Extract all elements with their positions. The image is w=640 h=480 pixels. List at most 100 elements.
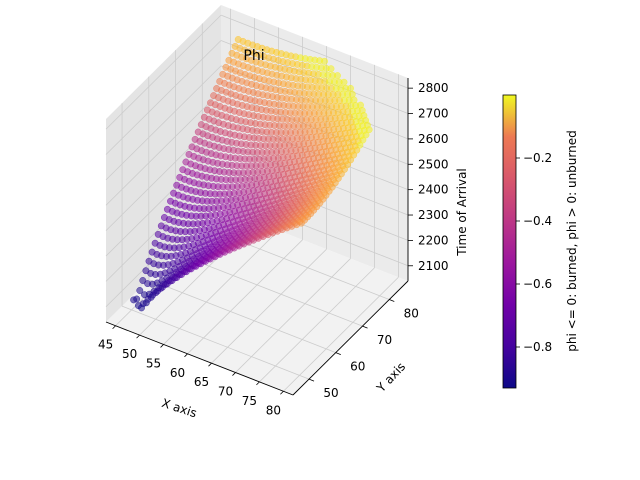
gridline [283, 276, 399, 392]
scatter-point [148, 280, 156, 288]
x-tick-label: 55 [146, 357, 161, 371]
scatter-point [208, 197, 216, 205]
y-tick-label: 60 [350, 360, 365, 374]
tick-mark [184, 353, 188, 358]
scatter-point [266, 142, 274, 150]
scatter-points [130, 36, 373, 312]
scatter-point [232, 176, 240, 184]
gridline [235, 258, 351, 373]
y-axis-label: Y axis [373, 360, 408, 396]
gridline [105, 40, 222, 155]
z-tick-label: 2700 [418, 107, 449, 121]
scatter-point [216, 190, 224, 198]
scatter-point [334, 72, 341, 80]
y-axis-line [292, 280, 409, 396]
y-tick-label: 70 [377, 333, 392, 347]
colorbar-tick-label: −0.4 [523, 214, 552, 228]
scatter-point [141, 291, 148, 299]
y-tick-label: 80 [404, 307, 419, 321]
x-axis-label: X axis [160, 396, 199, 420]
z-tick-label: 2200 [418, 233, 449, 247]
scatter-point [136, 287, 144, 294]
scatter-point [197, 212, 205, 220]
scatter-point [321, 97, 329, 105]
gridline [105, 14, 222, 130]
scatter-point [306, 109, 313, 117]
scatter-point [181, 228, 189, 236]
gridline [148, 279, 336, 353]
tick-mark [232, 372, 236, 376]
axes-lines [105, 78, 413, 396]
z-tick-label: 2400 [418, 183, 449, 197]
x-axis-line [105, 321, 294, 396]
z-tick-label: 2500 [418, 157, 449, 171]
tick-mark [362, 325, 368, 329]
tick-mark [160, 344, 164, 348]
colorbar-tick-label: −0.6 [523, 277, 552, 291]
x-tick-label: 45 [98, 338, 113, 352]
scatter-point [178, 236, 186, 244]
x-tick-label: 60 [170, 366, 185, 380]
pane-left [106, 5, 221, 322]
scatter-point [139, 277, 147, 284]
scatter-point [235, 169, 243, 177]
x-tick-label: 80 [266, 403, 281, 417]
scatter-point [337, 84, 345, 92]
chart-title: Phi [243, 48, 264, 64]
x-tick-label: 75 [242, 394, 257, 408]
x-tick-label: 65 [194, 375, 209, 389]
x-tick-label: 50 [122, 347, 137, 361]
tick-mark [112, 325, 116, 330]
scatter-point [159, 261, 167, 269]
scatter-point [321, 57, 328, 65]
colorbar-label: phi <= 0: burned, phi > 0: unburned [565, 130, 579, 351]
gridline [259, 267, 375, 383]
colorbar-tick-label: −0.2 [523, 151, 552, 165]
scatter-point [329, 91, 337, 98]
scatter-point [189, 220, 197, 228]
colorbar: −0.8 −0.6 −0.4 −0.2 phi <= 0: burned, phi >… [502, 94, 579, 389]
scatter-point [138, 304, 145, 312]
tick-labels: 45 50 55 60 65 70 75 80 50 60 70 80 2100 2200 2300 2400… [98, 81, 449, 417]
gridline [121, 305, 310, 380]
tick-mark [256, 381, 260, 386]
scatter-point [290, 122, 298, 130]
scatter-point [282, 129, 290, 137]
gridline [105, 90, 222, 206]
colorbar-tick-label: −0.8 [523, 340, 552, 354]
scatter-point [298, 116, 306, 124]
z-tick-label: 2100 [418, 259, 449, 273]
colorbar-gradient [502, 94, 517, 389]
scatter-point [162, 252, 170, 260]
z-tick-label: 2300 [418, 208, 449, 222]
tick-mark [136, 334, 140, 339]
scatter-point [243, 162, 250, 170]
gridline [175, 252, 363, 327]
tick-mark [389, 299, 395, 302]
y-tick-label: 50 [323, 386, 338, 400]
scatter-point [130, 296, 138, 304]
colorbar-ticks: −0.8 −0.6 −0.4 −0.2 [516, 151, 552, 354]
gridline [220, 14, 409, 89]
gridline [187, 239, 303, 355]
scatter-point [327, 65, 335, 73]
scatter-point [250, 155, 258, 163]
scatter-point [274, 135, 282, 143]
scatter-point [258, 148, 266, 156]
x-tick-label: 70 [218, 385, 233, 399]
tick-mark [208, 362, 212, 367]
tick-mark [335, 352, 341, 355]
scatter-point [340, 78, 348, 86]
z-tick-label: 2800 [418, 81, 449, 95]
z-tick-label: 2600 [418, 132, 449, 146]
gridline [211, 248, 327, 364]
z-axis-label: Time of Arrival [455, 168, 469, 257]
scatter-point [152, 271, 159, 278]
scatter-point [200, 205, 208, 213]
gridline [163, 230, 279, 345]
tick-mark [308, 378, 315, 382]
scatter-point [224, 183, 232, 191]
scatter-point [313, 103, 321, 111]
gridline [105, 65, 222, 181]
